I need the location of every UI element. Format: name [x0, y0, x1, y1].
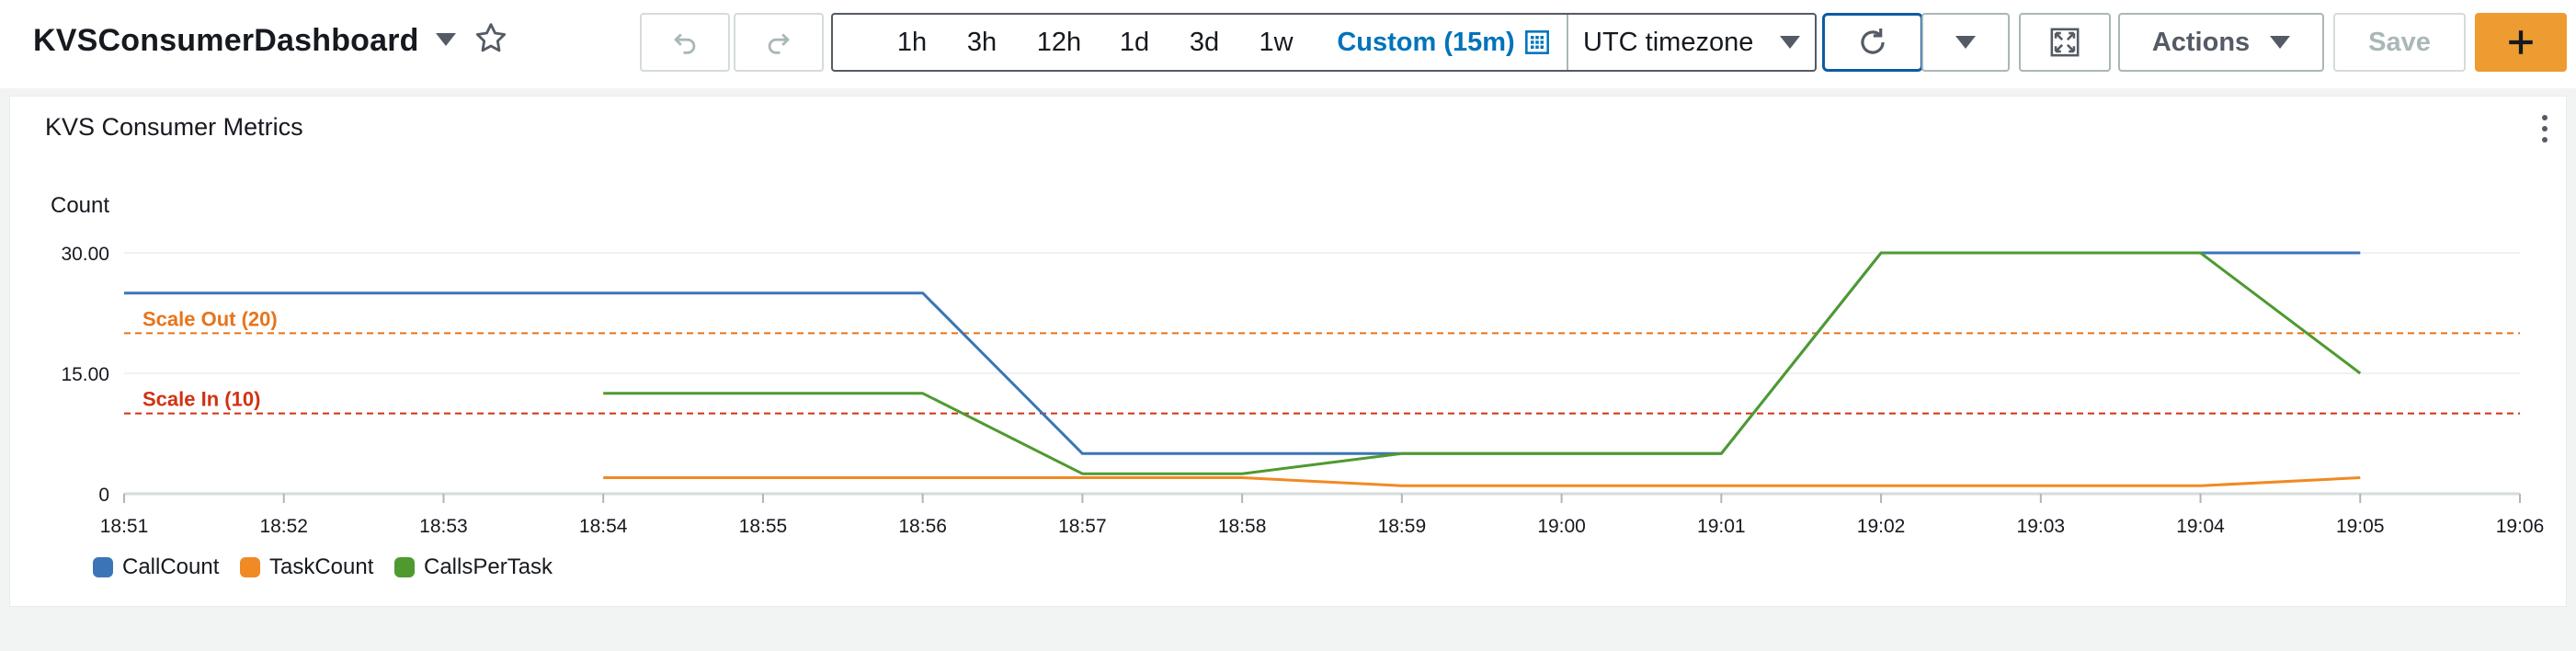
- legend-item[interactable]: CallCount: [93, 553, 219, 582]
- metrics-widget: KVS Consumer Metrics Count Scale Out (20…: [9, 96, 2567, 607]
- time-range-selector: 1h 3h 12h 1d 3d 1w Custom (15m) UTC time…: [831, 13, 1817, 72]
- redo-button[interactable]: [734, 13, 824, 72]
- legend-item[interactable]: TaskCount: [240, 553, 373, 582]
- widget-menu-icon[interactable]: [2540, 115, 2549, 148]
- x-tick-label: 18:53: [419, 516, 468, 537]
- dashboard-title: KVSConsumerDashboard: [33, 22, 419, 58]
- favorite-star-icon[interactable]: [473, 20, 509, 57]
- range-1d[interactable]: 1d: [1119, 28, 1150, 57]
- undo-button[interactable]: [640, 13, 730, 72]
- add-widget-button[interactable]: [2475, 13, 2567, 72]
- x-tick-label: 18:58: [1218, 516, 1267, 537]
- x-tick-label: 18:59: [1378, 516, 1427, 537]
- threshold-label: Scale In (10): [142, 388, 260, 411]
- timezone-divider: [1567, 15, 1568, 70]
- x-tick-label: 19:00: [1537, 516, 1586, 537]
- range-12h[interactable]: 12h: [1036, 28, 1082, 57]
- dashboard-header: KVSConsumerDashboard 1h 3h 12h 1d 3d 1w …: [0, 0, 2576, 88]
- x-tick-label: 19:03: [2017, 516, 2066, 537]
- legend-swatch: [93, 557, 113, 577]
- x-tick-label: 19:05: [2336, 516, 2385, 537]
- save-button[interactable]: Save: [2333, 13, 2466, 72]
- y-tick-label: 0: [98, 485, 109, 506]
- legend-label: TaskCount: [269, 554, 374, 579]
- y-axis-label: Count: [51, 193, 109, 218]
- undo-icon: [674, 33, 696, 54]
- actions-label: Actions: [2151, 27, 2251, 57]
- legend-label: CallCount: [122, 554, 220, 579]
- fullscreen-icon: [2050, 28, 2080, 57]
- x-tick-label: 19:01: [1697, 516, 1746, 537]
- threshold-label: Scale Out (20): [142, 307, 278, 330]
- range-1h[interactable]: 1h: [896, 28, 928, 57]
- x-tick-label: 19:04: [2176, 516, 2225, 537]
- y-tick-label: 15.00: [61, 364, 109, 385]
- range-custom[interactable]: Custom (15m): [1337, 28, 1515, 57]
- x-tick-label: 18:54: [579, 516, 628, 537]
- plus-icon: [2509, 30, 2533, 54]
- widget-title: KVS Consumer Metrics: [45, 113, 303, 141]
- x-tick-label: 18:55: [739, 516, 788, 537]
- y-tick-label: 30.00: [61, 244, 109, 265]
- refresh-button[interactable]: [1822, 13, 1923, 72]
- dashboard-menu-caret-icon[interactable]: [436, 33, 456, 46]
- legend-label: CallsPerTask: [424, 554, 553, 579]
- x-tick-label: 18:52: [259, 516, 308, 537]
- timezone-caret-icon[interactable]: [1780, 36, 1800, 49]
- x-tick-label: 18:51: [100, 516, 149, 537]
- actions-dropdown[interactable]: Actions: [2118, 13, 2324, 72]
- fullscreen-button[interactable]: [2019, 13, 2111, 72]
- x-tick-label: 19:02: [1857, 516, 1906, 537]
- series-line-callcount: [124, 251, 2361, 455]
- series-line-taskcount: [603, 476, 2361, 487]
- range-1w[interactable]: 1w: [1259, 28, 1294, 57]
- redo-icon: [768, 33, 790, 54]
- chevron-down-icon: [1955, 36, 1976, 49]
- x-tick-label: 19:06: [2496, 516, 2545, 537]
- line-chart: Count Scale Out (20) Scale In (10) 0 15.00…: [51, 193, 2545, 537]
- legend-item[interactable]: CallsPerTask: [394, 553, 553, 582]
- x-tick-label: 18:56: [898, 516, 947, 537]
- range-3d[interactable]: 3d: [1189, 28, 1220, 57]
- calendar-icon[interactable]: [1524, 29, 1550, 55]
- legend-swatch: [394, 557, 415, 577]
- x-tick-label: 18:57: [1058, 516, 1107, 537]
- refresh-interval-dropdown[interactable]: [1921, 13, 2010, 72]
- series-line-callspertask: [603, 251, 2362, 475]
- timezone-select[interactable]: UTC timezone: [1583, 28, 1754, 57]
- refresh-icon: [1861, 28, 1885, 54]
- range-3h[interactable]: 3h: [966, 28, 997, 57]
- legend-swatch: [240, 557, 260, 577]
- actions-caret-icon: [2270, 36, 2291, 49]
